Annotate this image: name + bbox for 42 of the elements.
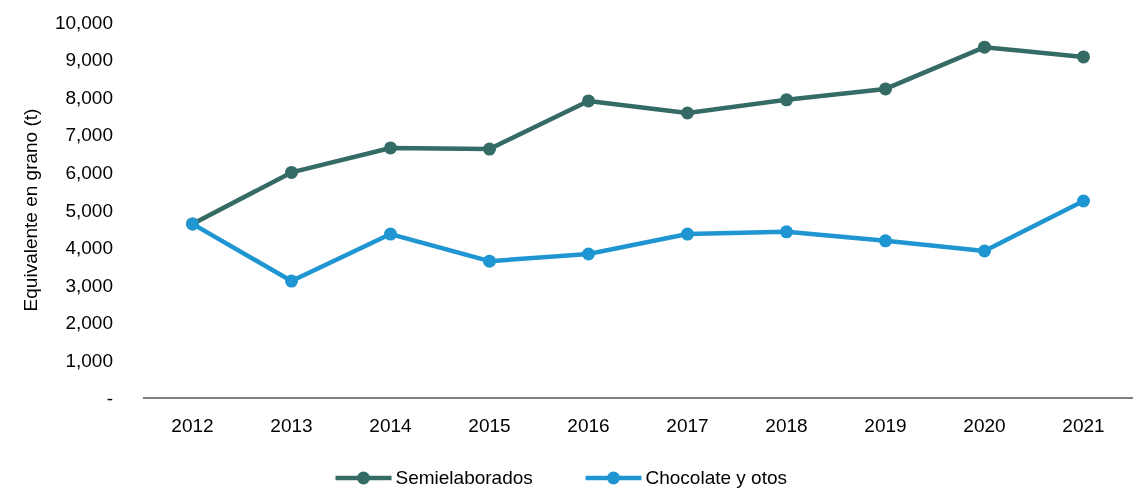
point (582, 247, 595, 261)
point (681, 106, 694, 120)
point (483, 254, 496, 268)
x-tick-label: 2020 (963, 415, 1006, 436)
y-tick-label: 7,000 (65, 124, 113, 146)
x-tick-label: 2019 (864, 415, 907, 436)
x-tick-label: 2015 (468, 415, 511, 436)
point (384, 141, 397, 155)
point (1077, 50, 1090, 64)
y-tick-label: 4,000 (65, 237, 113, 259)
point (582, 94, 595, 108)
x-tick-label: 2018 (765, 415, 808, 436)
point (978, 40, 991, 54)
y-tick-label: 6,000 (65, 162, 113, 184)
y-axis-title: Equivalente en grano (t) (20, 108, 42, 312)
y-tick-label: 3,000 (65, 274, 113, 296)
x-tick-label: 2021 (1062, 415, 1105, 436)
point (1077, 194, 1090, 208)
x-tick-label: 2016 (567, 415, 610, 436)
legend-label: Chocolate y otos (645, 467, 788, 488)
x-tick-label: 2012 (171, 415, 214, 436)
point (681, 227, 694, 241)
y-tick-label: 9,000 (65, 49, 113, 71)
y-tick-label: 1,000 (65, 350, 113, 372)
y-tick-label: 10,000 (54, 11, 113, 33)
y-tick-label: 5,000 (65, 199, 113, 221)
point (780, 93, 793, 107)
point (483, 142, 496, 156)
y-tick-label: 8,000 (65, 86, 113, 108)
x-tick-label: 2013 (270, 415, 313, 436)
point (879, 82, 892, 96)
point (285, 165, 298, 179)
point (780, 225, 793, 239)
x-tick-label: 2014 (369, 415, 413, 436)
point (384, 227, 397, 241)
legend-label: Semielaborados (395, 467, 533, 488)
point (285, 274, 298, 288)
x-tick-label: 2017 (666, 415, 709, 436)
point (978, 244, 991, 258)
y-tick-label: - (106, 387, 113, 409)
y-tick-label: 2,000 (65, 312, 113, 334)
point (879, 234, 892, 248)
